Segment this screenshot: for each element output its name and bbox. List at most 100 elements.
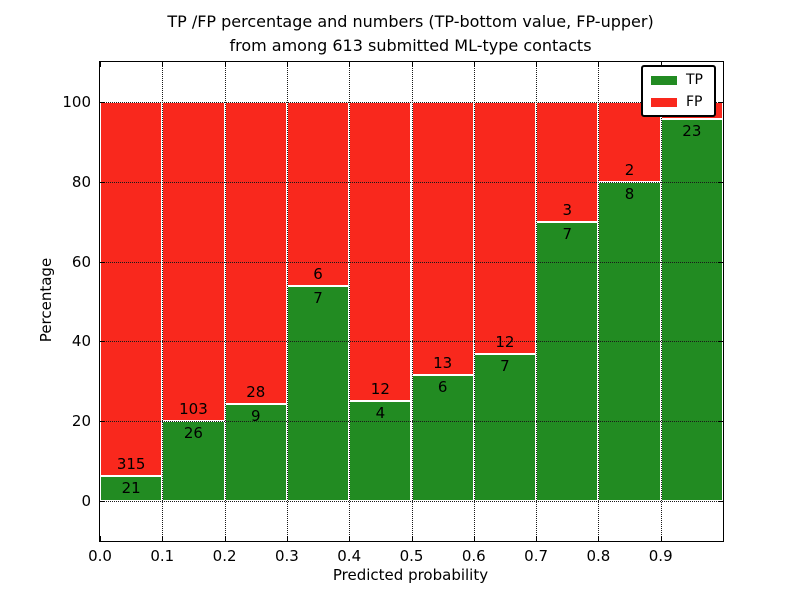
x-tick-label: 0.9 xyxy=(648,547,673,565)
x-tick-mark xyxy=(598,62,600,67)
x-tick-mark xyxy=(100,62,101,67)
y-tick-label: 80 xyxy=(71,172,91,191)
bar-value-label-fp: 28 xyxy=(246,382,266,401)
bar-value-label-tp: 8 xyxy=(624,184,635,203)
bar-segment-fp xyxy=(224,101,287,404)
x-tick-mark xyxy=(473,62,475,67)
grid-line-v xyxy=(224,62,226,541)
bar-segment-tp xyxy=(286,286,350,502)
x-tick-mark xyxy=(162,536,164,541)
x-tick-mark xyxy=(536,62,538,67)
legend-item: TP xyxy=(651,73,703,87)
x-tick-label: 0.5 xyxy=(399,547,424,565)
y-tick-label: 0 xyxy=(81,492,91,511)
y-tick-mark xyxy=(100,341,105,343)
x-tick-mark xyxy=(100,536,101,541)
y-tick-mark xyxy=(718,341,723,343)
x-tick-mark xyxy=(224,536,226,541)
legend: TP FP xyxy=(641,65,716,117)
legend-label: FP xyxy=(686,94,703,110)
bar-value-label-tp: 21 xyxy=(121,479,141,498)
x-tick-mark xyxy=(598,536,600,541)
y-tick-mark xyxy=(718,181,723,183)
y-tick-mark xyxy=(718,421,723,423)
bar-value-label-tp: 23 xyxy=(682,121,702,140)
chart-title: TP /FP percentage and numbers (TP-bottom… xyxy=(99,10,722,58)
y-tick-label: 100 xyxy=(62,92,91,111)
bar-value-label-fp: 3 xyxy=(562,200,573,219)
bar-value-label-fp: 103 xyxy=(179,399,208,418)
bar-segment-tp xyxy=(660,118,723,502)
plot-area: 315 21 103 26 28 9 6 7 12 4 13 6 12 7 3 7 2 8 23 0.0 0.1 0.2 0… xyxy=(62,61,724,564)
x-tick-label: 0.2 xyxy=(212,547,237,565)
x-tick-label: 0.6 xyxy=(461,547,486,565)
bar-value-label-fp: 2 xyxy=(624,160,635,179)
chart-title-line1: TP /FP percentage and numbers (TP-bottom… xyxy=(167,12,654,31)
x-tick-mark xyxy=(286,536,288,541)
bar-value-label-fp: 13 xyxy=(433,354,453,373)
x-tick-mark xyxy=(660,536,662,541)
bar-value-label-fp: 12 xyxy=(370,380,390,399)
x-tick-mark xyxy=(536,536,538,541)
bar-value-label-tp: 7 xyxy=(562,224,573,243)
y-tick-mark xyxy=(100,421,105,423)
bar-segment-fp xyxy=(349,101,412,402)
bar-segment-tp xyxy=(536,221,599,502)
bar-segment-tp xyxy=(224,403,287,502)
y-axis-label: Percentage xyxy=(37,257,55,343)
bar-segment-tp xyxy=(100,476,163,502)
bar-segment-tp xyxy=(473,354,537,502)
x-tick-mark xyxy=(349,536,351,541)
x-tick-mark xyxy=(411,62,413,67)
bar-value-label-tp: 9 xyxy=(250,406,261,425)
grid-line-v xyxy=(162,62,164,541)
bar-value-label-tp: 4 xyxy=(375,404,386,423)
bar-value-label-tp: 6 xyxy=(437,378,448,397)
grid-line-v xyxy=(411,62,413,541)
grid-line-v xyxy=(286,62,288,541)
bar-value-label-fp: 12 xyxy=(495,333,515,352)
x-tick-label: 0.8 xyxy=(586,547,611,565)
x-tick-mark xyxy=(224,62,226,67)
bar-value-label-tp: 7 xyxy=(500,357,510,376)
bar-value-label-tp: 26 xyxy=(183,423,203,442)
x-axis-label: Predicted probability xyxy=(332,566,489,584)
x-tick-label: 0.3 xyxy=(274,547,299,565)
grid-line-v xyxy=(598,62,600,541)
y-tick-label: 20 xyxy=(71,412,91,431)
grid-line-v xyxy=(349,62,351,541)
y-tick-mark xyxy=(718,261,723,263)
bar-segment-fp xyxy=(411,101,474,376)
x-tick-mark xyxy=(162,62,164,67)
legend-item: FP xyxy=(651,95,703,109)
grid-line-v xyxy=(536,62,538,541)
x-tick-label: 0.0 xyxy=(88,547,112,565)
bar-segment-fp xyxy=(162,101,225,421)
grid-line-v xyxy=(473,62,475,541)
bar-value-label-fp: 6 xyxy=(313,265,323,284)
bar-value-label-fp: 315 xyxy=(116,455,146,474)
bar-segment-fp xyxy=(286,101,350,287)
x-tick-label: 0.1 xyxy=(150,547,175,565)
y-tick-mark xyxy=(718,501,723,503)
bar-segment-tp xyxy=(411,375,474,502)
bar-segment-fp xyxy=(473,101,537,354)
chart-title-line2: from among 613 submitted ML-type contact… xyxy=(229,36,592,55)
y-tick-mark xyxy=(100,501,105,503)
y-tick-mark xyxy=(100,181,105,183)
y-tick-mark xyxy=(100,101,105,103)
legend-swatch-tp xyxy=(651,75,677,85)
x-tick-label: 0.7 xyxy=(524,547,549,565)
x-tick-mark xyxy=(286,62,288,67)
y-tick-mark xyxy=(100,261,105,263)
x-tick-mark xyxy=(660,62,662,67)
y-tick-label: 60 xyxy=(71,252,91,271)
y-tick-label: 40 xyxy=(71,332,91,351)
legend-label: TP xyxy=(686,72,703,88)
y-tick-mark xyxy=(718,101,723,103)
bar-value-label-tp: 7 xyxy=(313,289,323,308)
x-tick-mark xyxy=(349,62,351,67)
x-tick-label: 0.4 xyxy=(337,547,362,565)
x-tick-mark xyxy=(473,536,475,541)
